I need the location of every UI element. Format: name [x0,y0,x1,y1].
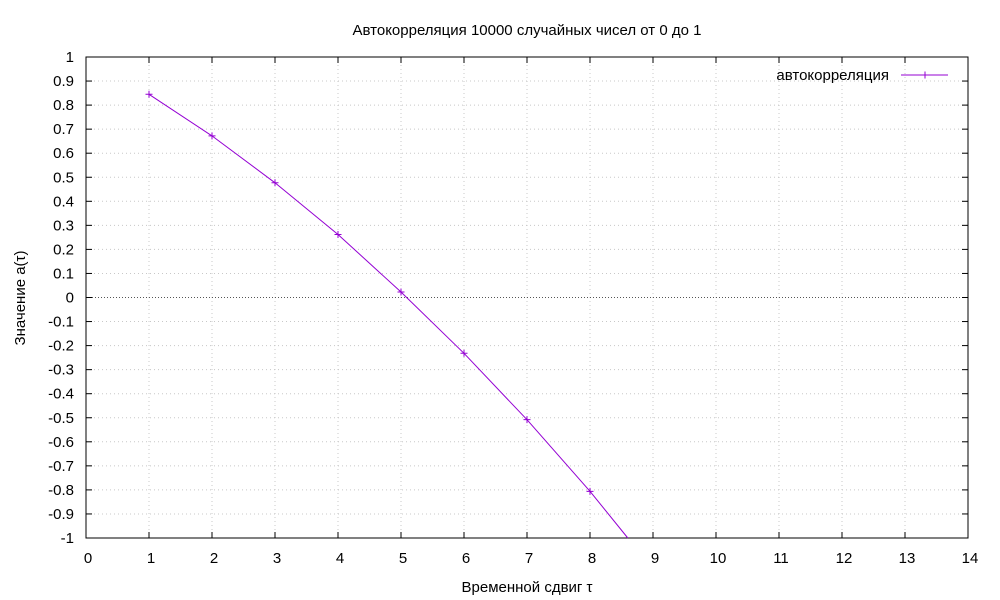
y-tick-labels: 1 0.9 0.8 0.7 0.6 0.5 0.4 0.3 0.2 0.1 0 -0.1 -0.2 -0.… [48,49,74,547]
y-tick-label: 0.1 [53,265,74,282]
data-point-marker [208,132,216,140]
y-tick-label: -0.6 [48,434,74,451]
legend: автокорреляция [776,67,948,84]
data-point-marker [271,179,279,187]
y-tick-label: 0.6 [53,145,74,162]
x-tick-label: 9 [651,550,659,567]
data-point-marker [460,349,468,357]
chart-title: Автокорреляция 10000 случайных чисел от … [353,22,702,39]
y-tick-label: -0.9 [48,506,74,523]
y-tick-label: -0.2 [48,338,74,355]
y-tick-label: -0.3 [48,362,74,379]
legend-label: автокорреляция [776,67,889,84]
data-point-marker [334,230,342,238]
y-tick-label: 0.4 [53,193,74,210]
y-tick-label: 0.9 [53,73,74,90]
x-tick-label: 5 [399,550,407,567]
legend-marker [921,71,929,79]
x-tick-label: 1 [147,550,155,567]
y-tick-label: -0.7 [48,458,74,475]
x-tick-label: 3 [273,550,281,567]
x-tick-label: 12 [836,550,853,567]
y-tick-label: 1 [66,49,74,66]
data-point-marker [523,416,531,424]
y-tick-label: -1 [61,530,74,547]
data-point-marker [586,487,594,495]
x-tick-labels: 0 1 2 3 4 5 6 7 8 9 10 11 12 13 14 [84,550,979,567]
series-group [145,90,629,539]
y-tick-label: 0.3 [53,217,74,234]
x-tick-label: 0 [84,550,92,567]
y-tick-label: 0 [66,290,74,307]
data-point-marker [397,288,405,296]
y-tick-label: -0.4 [48,386,74,403]
x-tick-label: 2 [210,550,218,567]
x-tick-label: 6 [462,550,470,567]
data-point-marker [145,90,153,98]
series-line-0 [148,93,629,539]
y-axis-label: Значение a(τ) [12,251,29,346]
x-tick-label: 14 [962,550,979,567]
y-tick-label: 0.7 [53,121,74,138]
x-tick-label: 7 [525,550,533,567]
y-tick-label: 0.5 [53,169,74,186]
y-tick-label: -0.8 [48,482,74,499]
y-tick-label: 0.8 [53,97,74,114]
x-tick-label: 4 [336,550,344,567]
x-tick-label: 11 [773,550,789,567]
x-tick-label: 10 [710,550,727,567]
y-tick-label: -0.1 [48,314,74,331]
x-axis-label: Временной сдвиг τ [462,579,593,596]
y-tick-label: 0.2 [53,241,74,258]
y-tick-label: -0.5 [48,410,74,427]
x-tick-label: 8 [588,550,596,567]
tick-marks [85,56,969,539]
x-tick-label: 13 [899,550,916,567]
